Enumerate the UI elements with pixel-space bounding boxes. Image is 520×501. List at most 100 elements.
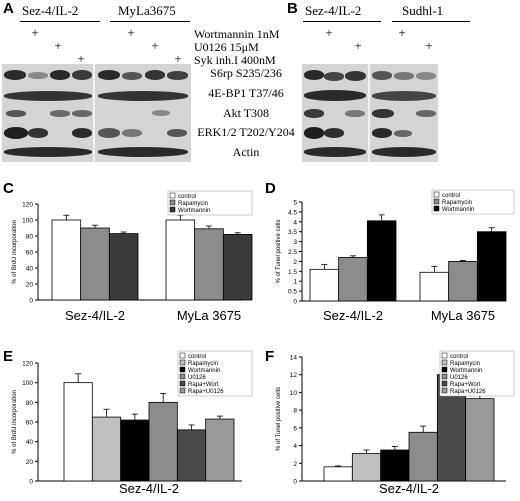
legend-label: Rapa+U0126 <box>188 389 224 395</box>
plus-sign: + <box>398 25 406 40</box>
legend-box <box>439 350 515 397</box>
legend-label: Rapamycin <box>178 201 208 207</box>
legend-swatch <box>433 191 440 198</box>
bar-rapamycin <box>338 257 368 302</box>
y-tick-label: 60 <box>26 420 34 427</box>
y-tick-label: 14 <box>290 355 298 362</box>
blot-band <box>394 130 412 137</box>
plus-sign: + <box>77 51 85 66</box>
plus-sign: + <box>354 38 362 53</box>
legend-swatch <box>179 380 186 387</box>
chart-f-svg: 0 2 4 6 8 10 12 14 % of Tunel positive cells Sez-… <box>276 350 515 496</box>
legend-label: Wortmannin <box>450 368 482 374</box>
bar-wortmannin <box>120 419 150 482</box>
blot-band <box>324 72 344 81</box>
bar-rapamycin <box>91 416 122 482</box>
y-axis-label: % of Tunel positive cells <box>276 219 282 283</box>
y-tick-label: 3 <box>293 239 297 246</box>
blot-band <box>50 110 70 117</box>
legend-swatch <box>441 380 448 387</box>
legend-swatch <box>179 366 186 373</box>
plus-sign: + <box>31 25 39 40</box>
treatment-u0126: U0126 15μM <box>194 40 259 54</box>
legend-swatch <box>179 373 186 380</box>
y-tick-label: 120 <box>22 361 33 368</box>
panel-b-blot-image <box>302 64 438 162</box>
legend-swatch <box>441 359 448 366</box>
bar-rapamycin <box>351 453 382 482</box>
y-tick-label: 0 <box>29 479 33 486</box>
panel-a-group-myla: MyLa3675 <box>118 3 176 18</box>
y-tick-label: 4.5 <box>288 209 297 216</box>
blot-band <box>372 91 436 101</box>
y-tick-label: 80 <box>26 400 34 407</box>
bar-control <box>323 466 353 482</box>
blot-band <box>72 110 92 117</box>
panel-a-letter: A <box>3 0 14 17</box>
blot-band <box>304 70 324 80</box>
x-category-label: Sez-4/IL-2 <box>65 308 125 323</box>
legend-swatch <box>433 205 440 212</box>
y-tick-label: 10 <box>290 390 298 397</box>
y-tick-label: 4 <box>293 219 297 226</box>
y-tick-label: 120 <box>22 202 33 209</box>
blot-band <box>167 71 188 80</box>
y-tick-label: 100 <box>22 380 33 387</box>
y-tick-label: 6 <box>293 425 297 432</box>
blot-band <box>345 110 365 117</box>
y-tick-label: 3.5 <box>288 229 297 236</box>
blot-band <box>304 109 324 118</box>
legend-label: control <box>178 194 196 200</box>
legend-swatch <box>433 198 440 205</box>
bar-control <box>309 268 340 302</box>
legend-swatch <box>169 206 176 213</box>
blot-band <box>98 91 188 101</box>
y-tick-label: 1 <box>293 279 297 286</box>
blot-band <box>72 70 92 80</box>
legend-swatch <box>169 192 176 199</box>
legend-label: control <box>442 193 460 199</box>
plus-sign: + <box>127 25 135 40</box>
legend-box <box>177 350 253 397</box>
bar-control <box>51 219 82 301</box>
y-tick-label: 1.5 <box>288 269 297 276</box>
legend-label: Rapa+Wort <box>188 382 219 388</box>
y-tick-label: 5 <box>293 200 297 207</box>
legend-label: Wortmannin <box>188 368 220 374</box>
y-tick-label: 40 <box>26 439 34 446</box>
y-tick-label: 80 <box>26 234 34 241</box>
blot-band <box>416 110 436 117</box>
panel-a-group-sez: Sez-4/IL-2 <box>22 3 79 18</box>
chart-legend: controlRapamycinWortmanninU0126Rapa+Wort… <box>177 350 253 397</box>
plus-sign: + <box>54 38 62 53</box>
legend-label: control <box>450 354 468 360</box>
panel-b-group-sudhl-underline <box>392 21 470 22</box>
bar-rapa-u0126 <box>465 398 495 482</box>
legend-box <box>167 190 253 216</box>
bar-wortmannin <box>222 234 253 301</box>
legend-swatch <box>441 366 448 373</box>
blot-band <box>4 147 92 157</box>
blot-label-actin: Actin <box>232 145 260 159</box>
x-category-label: Sez-4/IL-2 <box>119 481 179 496</box>
blot-band <box>98 147 188 157</box>
bar-wortmannin <box>108 233 139 301</box>
chart-e: 0 20 40 60 80 100 120 % of BrdU incorporation Se… <box>0 345 258 496</box>
panel-a-group-myla-underline <box>110 21 190 22</box>
panel-a-group-sez-underline <box>20 21 100 22</box>
legend-label: Rapamycin <box>450 361 480 367</box>
legend-swatch <box>179 387 186 394</box>
blot-band <box>304 90 366 101</box>
x-category-label: MyLa 3675 <box>177 308 241 323</box>
blot-band <box>6 110 26 117</box>
legend-swatch <box>441 352 448 359</box>
legend-swatch <box>441 387 448 394</box>
legend-label: Rapamycin <box>442 200 472 206</box>
panel-b-group-sez: Sez-4/IL-2 <box>305 3 362 18</box>
blot-label-erk: ERK1/2 T202/Y204 <box>197 125 295 139</box>
x-category-label: Sez-4/IL-2 <box>323 308 383 323</box>
y-tick-label: 40 <box>26 266 34 273</box>
panel-d-letter: D <box>265 180 276 197</box>
blot-band <box>152 110 170 116</box>
